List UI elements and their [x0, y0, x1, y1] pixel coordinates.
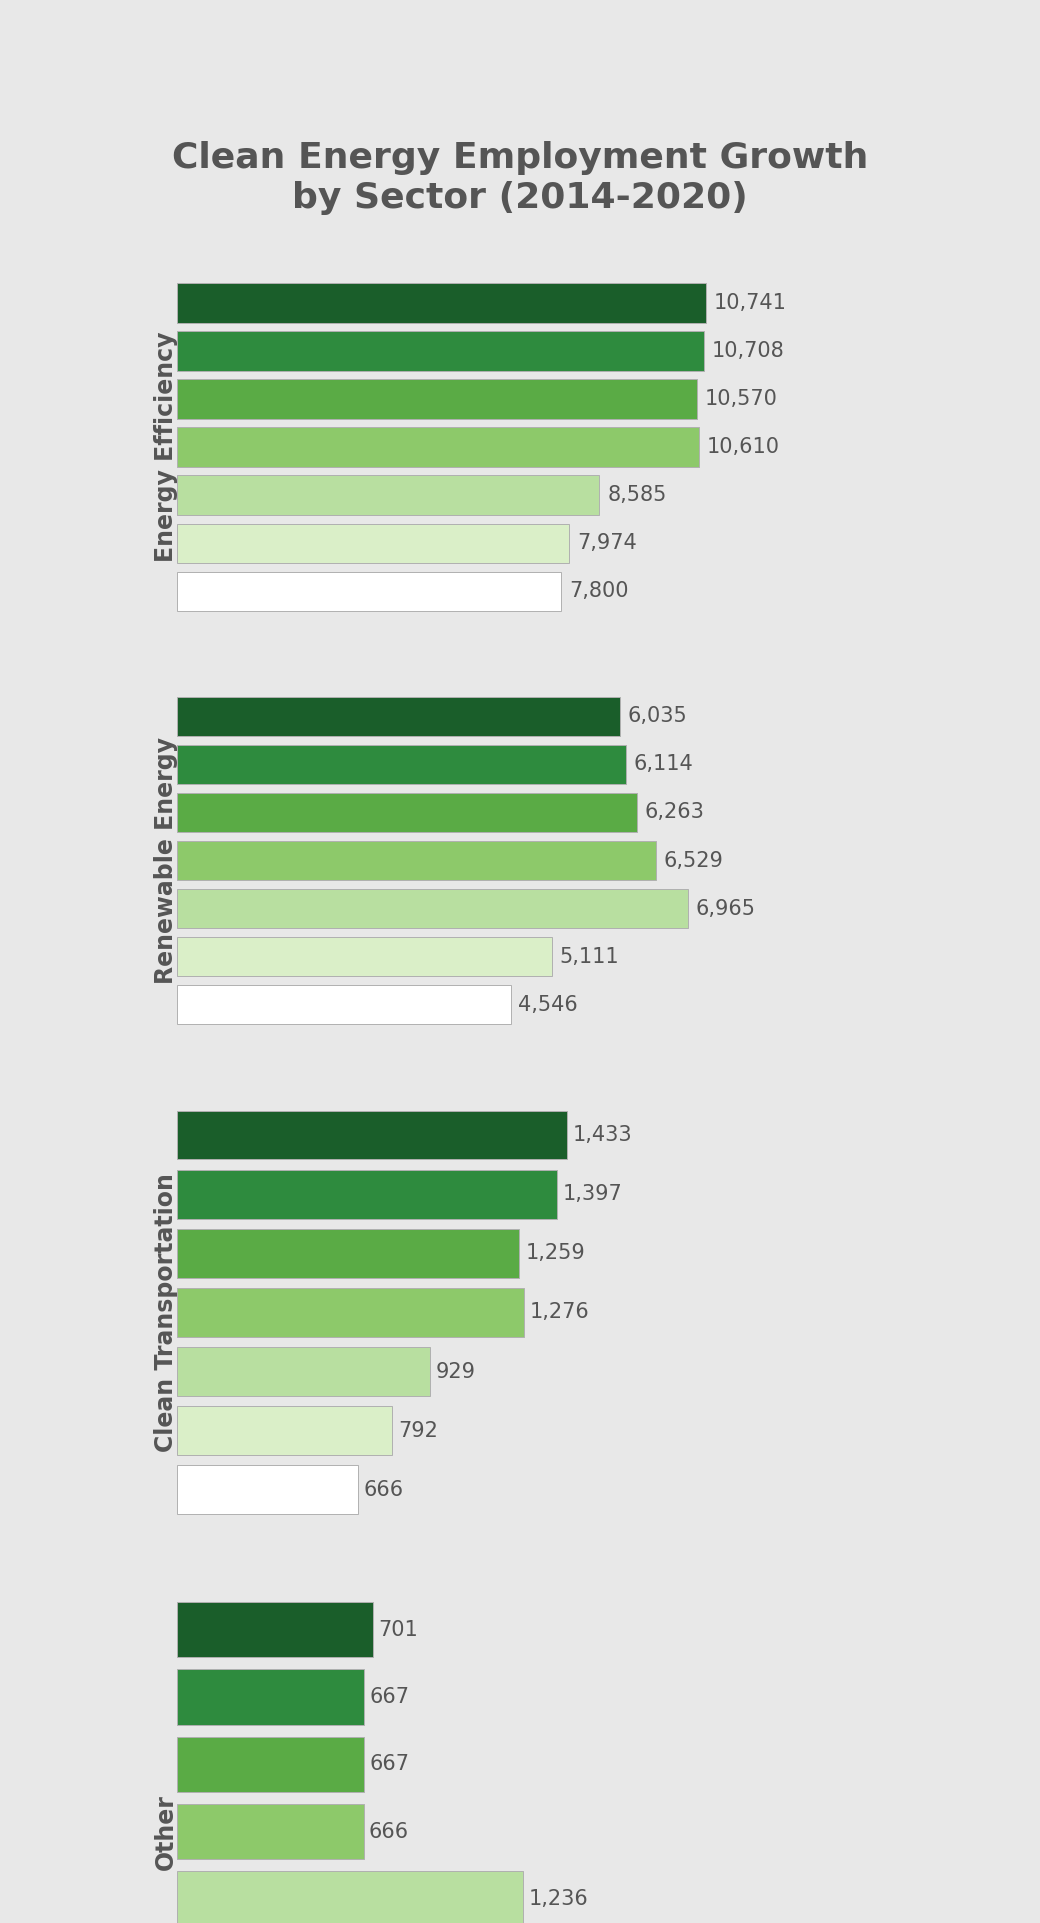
Text: 1,259: 1,259: [525, 1244, 586, 1263]
Text: 701: 701: [379, 1619, 418, 1640]
Bar: [177, 1229, 519, 1277]
Bar: [177, 1736, 364, 1792]
Text: 1,236: 1,236: [528, 1888, 589, 1910]
Bar: [177, 792, 636, 833]
Text: 10,570: 10,570: [705, 388, 778, 410]
Bar: [177, 1804, 364, 1860]
Bar: [177, 379, 697, 419]
Bar: [177, 1348, 430, 1396]
Text: 6,965: 6,965: [696, 898, 756, 919]
Bar: [177, 696, 620, 737]
Bar: [177, 937, 552, 977]
Text: Clean Energy Employment Growth
by Sector (2014-2020): Clean Energy Employment Growth by Sector…: [172, 140, 868, 215]
Bar: [177, 1465, 358, 1513]
Y-axis label: Energy Efficiency: Energy Efficiency: [154, 333, 178, 562]
Text: 1,433: 1,433: [573, 1125, 632, 1146]
Text: 8,585: 8,585: [607, 485, 667, 506]
Text: 6,035: 6,035: [628, 706, 687, 727]
Text: 4,546: 4,546: [518, 994, 578, 1015]
Text: 6,529: 6,529: [664, 850, 724, 871]
Bar: [177, 1406, 392, 1456]
Bar: [177, 1602, 373, 1658]
Y-axis label: Renewable Energy: Renewable Energy: [154, 737, 178, 985]
Bar: [177, 1669, 364, 1725]
Bar: [177, 744, 626, 785]
Bar: [177, 427, 699, 467]
Text: 666: 666: [364, 1479, 404, 1500]
Text: 10,610: 10,610: [707, 437, 780, 458]
Bar: [177, 475, 599, 515]
Bar: [177, 283, 705, 323]
Text: 5,111: 5,111: [560, 946, 620, 967]
Bar: [177, 1169, 557, 1219]
Bar: [177, 571, 561, 612]
Bar: [177, 888, 688, 929]
Text: 666: 666: [369, 1821, 409, 1842]
Text: 1,276: 1,276: [530, 1302, 590, 1323]
Bar: [177, 1871, 523, 1923]
Text: 10,708: 10,708: [712, 340, 784, 362]
Bar: [177, 1288, 524, 1336]
Bar: [177, 1111, 567, 1160]
Text: 667: 667: [369, 1754, 409, 1775]
Text: 929: 929: [436, 1361, 475, 1381]
Bar: [177, 331, 704, 371]
Text: 6,114: 6,114: [633, 754, 694, 775]
Y-axis label: Clean Transportation: Clean Transportation: [154, 1173, 178, 1452]
Text: 7,800: 7,800: [569, 581, 628, 602]
Y-axis label: Other: Other: [154, 1794, 178, 1869]
Text: 6,263: 6,263: [645, 802, 704, 823]
Bar: [177, 985, 511, 1025]
Text: 10,741: 10,741: [713, 292, 786, 313]
Text: 7,974: 7,974: [577, 533, 638, 554]
Text: 792: 792: [398, 1421, 438, 1440]
Text: 1,397: 1,397: [563, 1185, 623, 1204]
Bar: [177, 840, 656, 881]
Bar: [177, 523, 569, 563]
Text: 667: 667: [369, 1686, 409, 1708]
